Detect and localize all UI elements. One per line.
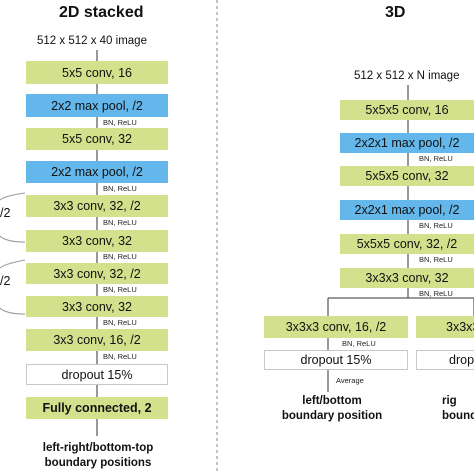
right-output-b-line-2: bound [442, 410, 474, 422]
right-branch-b-dropout: dropo [416, 350, 474, 370]
left-layer-3: 5x5 conv, 32 [26, 128, 168, 150]
bn-relu-label: BN, ReLU [342, 339, 376, 348]
bn-relu-label: BN, ReLU [419, 289, 453, 298]
right-output-label-b: rig bound [442, 394, 474, 424]
bn-relu-label: BN, ReLU [103, 118, 137, 127]
right-output-a-line-1: left/bottom [302, 395, 362, 407]
left-layer-10: dropout 15% [26, 364, 168, 385]
bn-relu-label: BN, ReLU [419, 255, 453, 264]
left-layer-11: Fully connected, 2 [26, 397, 168, 419]
left-side-label-2: /2 [0, 274, 11, 288]
right-title: 3D [385, 4, 406, 21]
bn-relu-label: BN, ReLU [103, 285, 137, 294]
right-layer-5: 5x5x5 conv, 32, /2 [340, 234, 474, 254]
right-layer-6: 3x3x3 conv, 32 [340, 268, 474, 288]
left-output-line-2: boundary positions [44, 457, 152, 469]
bn-relu-label: BN, ReLU [103, 318, 137, 327]
right-arrows [327, 85, 474, 392]
right-branch-a-dropout: dropout 15% [264, 350, 408, 370]
left-layer-6: 3x3 conv, 32 [26, 230, 168, 252]
left-layer-7: 3x3 conv, 32, /2 [26, 263, 168, 284]
right-layer-2: 2x2x1 max pool, /2 [340, 133, 474, 153]
bn-relu-label: BN, ReLU [419, 154, 453, 163]
right-branch-b-conv: 3x3x3 [416, 316, 474, 338]
bn-relu-label: BN, ReLU [103, 352, 137, 361]
left-layer-1: 5x5 conv, 16 [26, 61, 168, 84]
average-label: Average [336, 376, 364, 385]
left-output-line-1: left-right/bottom-top [42, 442, 154, 454]
left-layer-5: 3x3 conv, 32, /2 [26, 195, 168, 217]
right-layer-3: 5x5x5 conv, 32 [340, 166, 474, 186]
right-layer-4: 2x2x1 max pool, /2 [340, 200, 474, 220]
right-input-label: 512 x 512 x N image [354, 70, 460, 82]
right-output-b-line-1: rig [442, 395, 457, 407]
left-title: 2D stacked [59, 4, 144, 21]
right-output-label-a: left/bottom boundary position [262, 394, 402, 424]
right-branch-a-conv: 3x3x3 conv, 16, /2 [264, 316, 408, 338]
bn-relu-label: BN, ReLU [103, 184, 137, 193]
right-output-a-line-2: boundary position [281, 410, 383, 422]
left-layer-9: 3x3 conv, 16, /2 [26, 329, 168, 351]
left-layer-4: 2x2 max pool, /2 [26, 161, 168, 183]
bn-relu-label: BN, ReLU [103, 218, 137, 227]
right-layer-1: 5x5x5 conv, 16 [340, 100, 474, 120]
left-input-label: 512 x 512 x 40 image [37, 35, 147, 47]
left-side-label-1: /2 [0, 206, 11, 220]
left-output-label: left-right/bottom-top boundary positions [32, 441, 164, 471]
bn-relu-label: BN, ReLU [103, 252, 137, 261]
left-layer-2: 2x2 max pool, /2 [26, 94, 168, 117]
left-layer-8: 3x3 conv, 32 [26, 296, 168, 317]
bn-relu-label: BN, ReLU [419, 221, 453, 230]
